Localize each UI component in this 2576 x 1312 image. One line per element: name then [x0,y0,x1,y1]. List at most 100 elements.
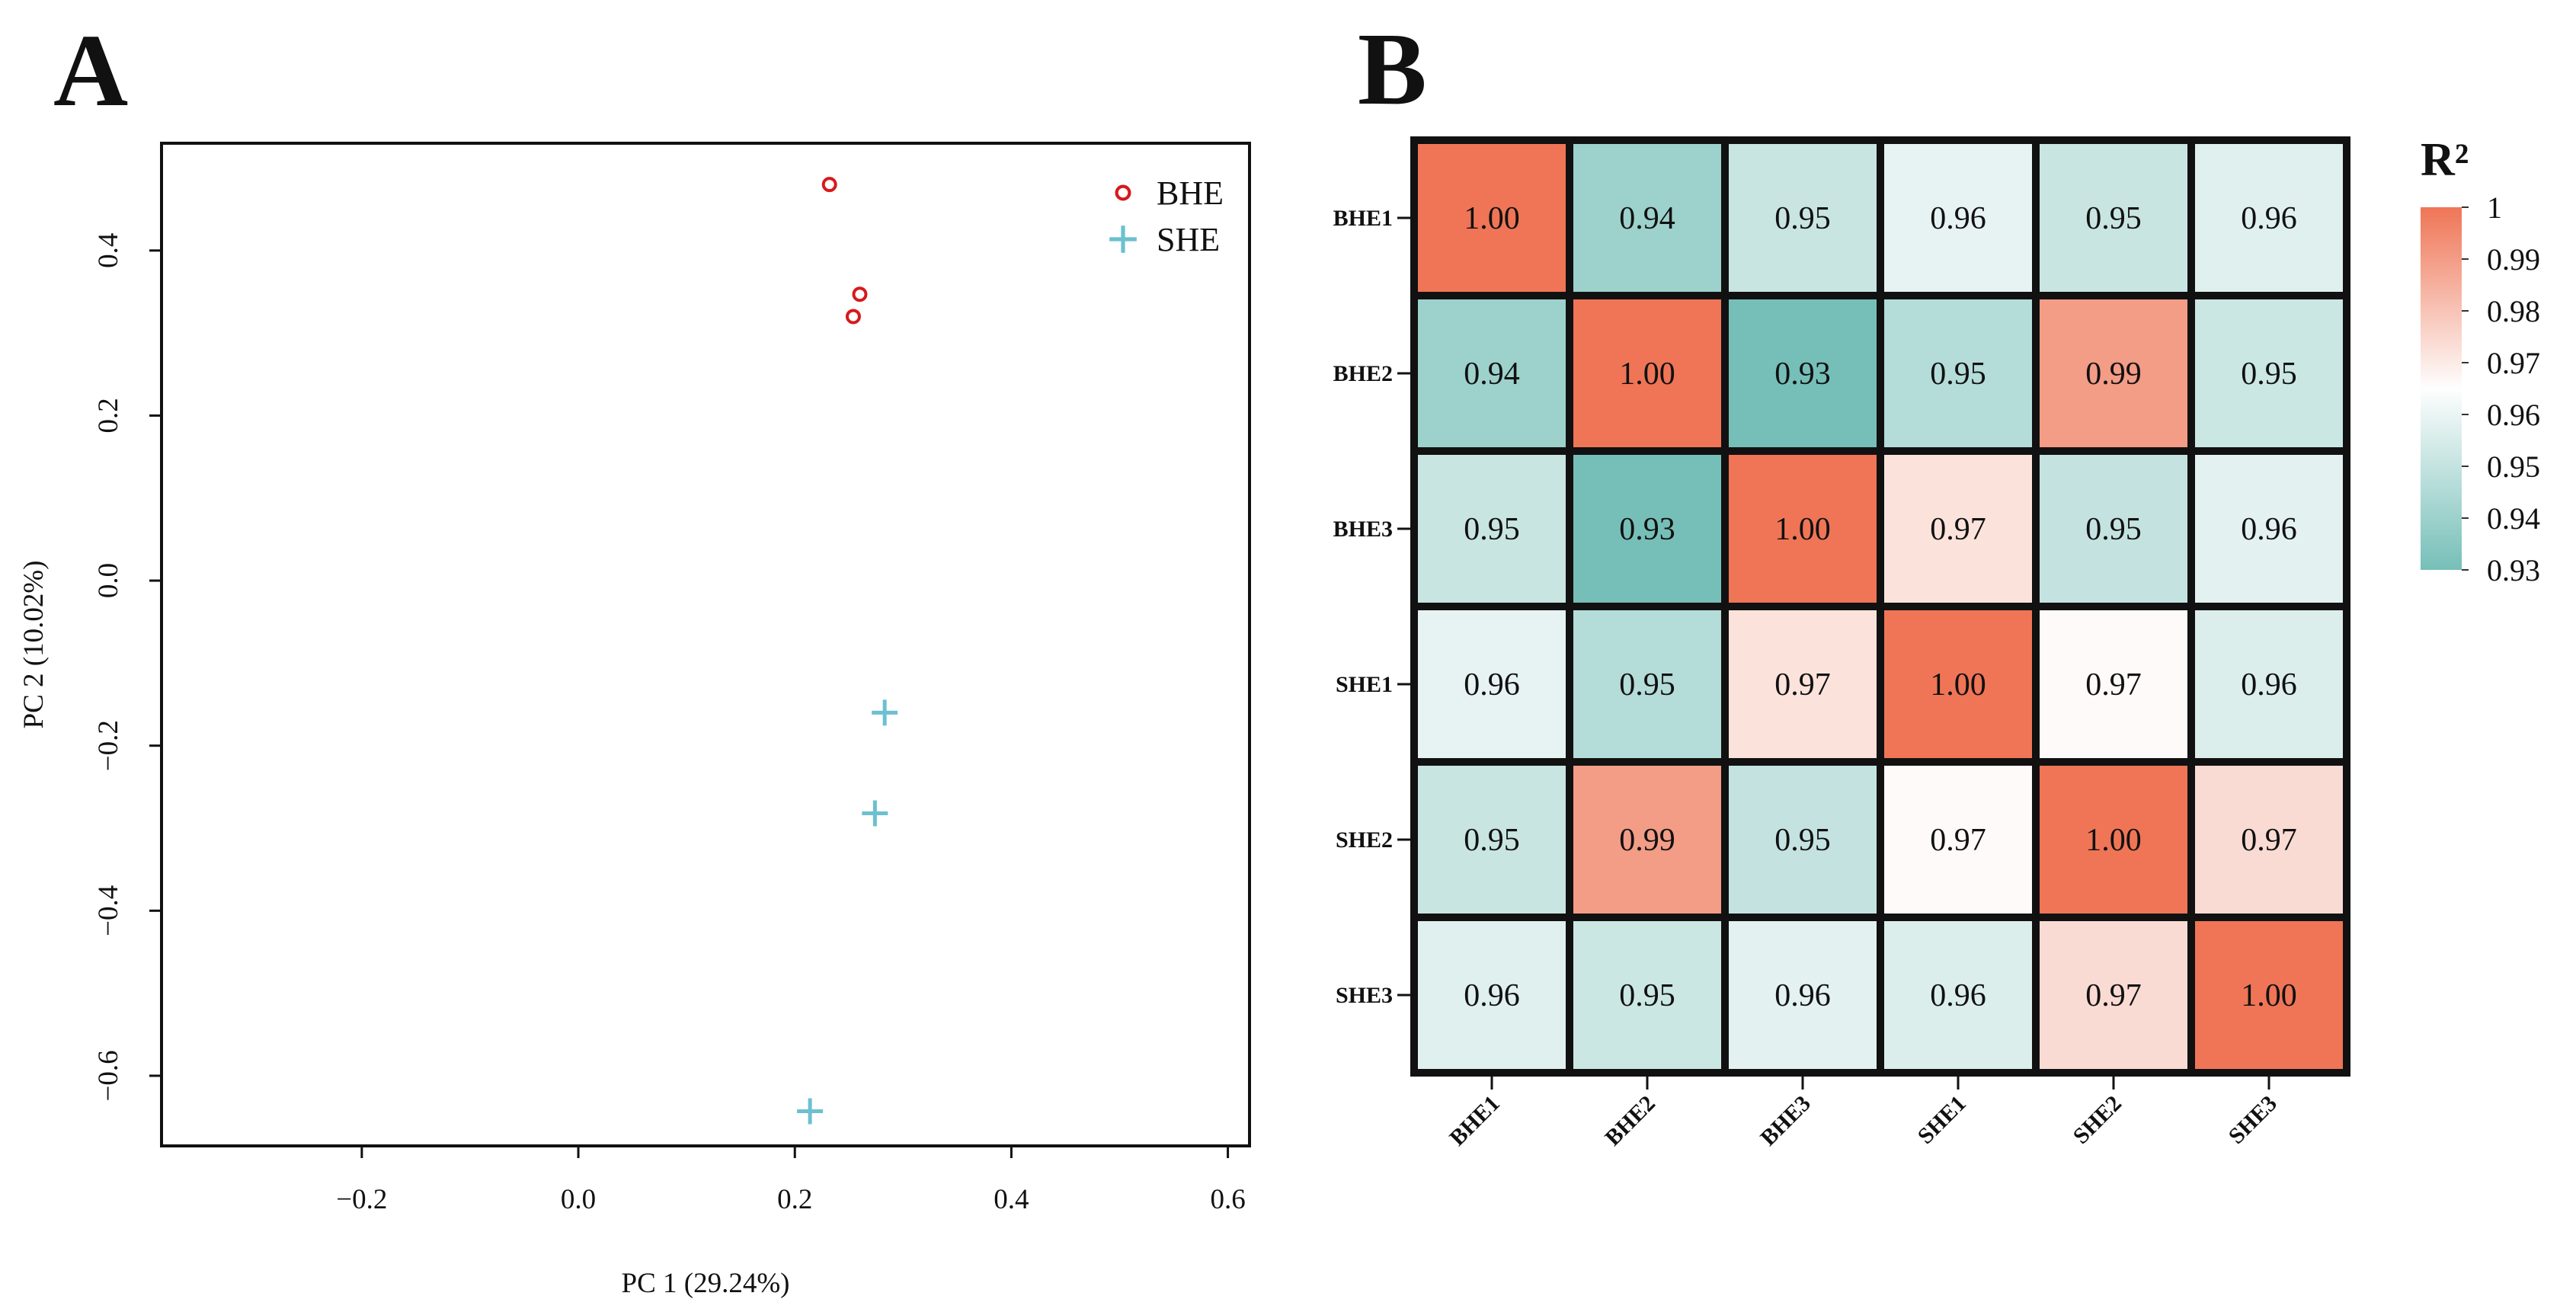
panel-a-letter: A [53,14,128,128]
heatmap-cell-fill [1418,921,1566,1069]
heatmap-cell: 0.96 [1418,921,1566,1069]
heatmap-cell-value: 0.96 [2241,512,2297,547]
heatmap-cell: 0.95 [1573,610,1721,758]
heatmap-cell: 0.95 [2040,455,2187,603]
heatmap-cell-fill [1418,299,1566,447]
bhe-point-marker [1115,184,1131,201]
colorbar-tick-label: 0.95 [2487,450,2540,484]
heatmap-cell-fill [1729,144,1877,292]
heatmap-cell-value: 0.96 [1930,978,1986,1013]
heatmap-cell: 0.96 [1729,921,1877,1069]
legend-entry-she: SHE [1109,221,1220,258]
heatmap-cell: 0.93 [1729,299,1877,447]
heatmap-cell-value: 0.94 [1619,201,1675,236]
heatmap-cell-value: 0.97 [1930,512,1986,547]
heatmap-cell-fill [1573,455,1721,603]
heatmap-cell: 0.99 [2040,299,2187,447]
heatmap-cell-value: 1.00 [2241,978,2297,1013]
y-tick-label: −0.6 [93,1050,124,1101]
heatmap-cell-value: 0.95 [1619,667,1675,702]
legend-label-bhe: BHE [1157,174,1224,212]
x-tick-label: 0.0 [561,1184,596,1215]
heatmap-row-label: BHE3 [1333,517,1393,542]
y-tick-label: 0.4 [93,233,124,268]
heatmap-cell-fill [2040,610,2187,758]
y-tick-label: −0.4 [93,885,124,936]
heatmap-cell-value: 0.96 [1774,978,1831,1013]
heatmap-cell: 0.93 [1573,455,1721,603]
legend-entry-bhe: BHE [1115,174,1224,212]
heatmap-cell-value: 0.93 [1774,357,1831,392]
heatmap-cell-fill [1573,921,1721,1069]
heatmap-column-label: SHE3 [2224,1091,2282,1149]
heatmap-cell-value: 0.97 [2085,667,2142,702]
pca-scatter-plot: −0.2 0.0 0.2 0.4 0.6 −0.6 −0.4 −0.2 0.0 0.2 0.4 P… [18,142,1251,1299]
heatmap-cell: 0.97 [2195,766,2343,914]
heatmap-cell-value: 0.96 [1464,978,1520,1013]
x-tick-label: 0.6 [1210,1184,1245,1215]
bhe-point-marker [821,177,837,193]
bhe-point [845,309,861,325]
colorbar-tick-label: 0.99 [2487,242,2540,277]
heatmap-cell: 0.94 [1418,299,1566,447]
heatmap-cell: 0.95 [1729,766,1877,914]
heatmap-cell-fill [1884,299,2032,447]
heatmap-cell-value: 0.93 [1619,512,1675,547]
bhe-point-marker [852,286,868,302]
heatmap-cell-value: 0.96 [1930,201,1986,236]
heatmap-cell: 0.95 [1418,455,1566,603]
heatmap-cell-value: 0.99 [2085,357,2142,392]
heatmap-cell-fill [1884,921,2032,1069]
heatmap-cell-value: 1.00 [1774,512,1831,547]
colorbar-tick-label: 0.94 [2487,501,2540,536]
heatmap-row-label: BHE2 [1333,361,1393,386]
colorbar-tick-label: 1 [2487,190,2502,225]
heatmap-cell-fill [2195,144,2343,292]
heatmap-cell-value: 1.00 [2085,823,2142,858]
heatmap-cell: 0.97 [2040,921,2187,1069]
heatmap-cell: 1.00 [2040,766,2187,914]
heatmap-cell: 0.94 [1573,144,1721,292]
heatmap-cell-fill [2040,299,2187,447]
heatmap-cell-fill [1573,610,1721,758]
heatmap-cell-value: 0.99 [1619,823,1675,858]
heatmap-cell-fill [2195,766,2343,914]
she-point [872,699,898,726]
heatmap-cell: 0.96 [1884,144,2032,292]
panel-b-letter: B [1358,12,1427,126]
heatmap-column-label: BHE2 [1600,1091,1660,1151]
x-axis-title: PC 1 (29.24%) [622,1268,790,1299]
heatmap-cell-value: 0.97 [2085,978,2142,1013]
heatmap-cell-value: 0.95 [1464,512,1520,547]
she-point [862,800,888,827]
heatmap-cell-fill [1418,610,1566,758]
heatmap-cell-fill [1729,610,1877,758]
bhe-point-marker [845,309,861,325]
scatter-points [797,177,898,1125]
heatmap-column-label: SHE2 [2069,1091,2126,1149]
heatmap-cell-value: 0.97 [1774,667,1831,702]
x-tick-label: 0.2 [777,1184,812,1215]
heatmap-cell: 1.00 [1884,610,2032,758]
x-tick-label: 0.4 [994,1184,1029,1215]
heatmap-cell-fill [1573,144,1721,292]
heatmap-cell-value: 0.96 [2241,667,2297,702]
heatmap-cell-fill [2040,766,2187,914]
colorbar-tick-label: 0.93 [2487,553,2540,587]
heatmap-cell: 0.97 [1729,610,1877,758]
heatmap-row-labels: BHE1 BHE2 BHE3 SHE1 SHE2 SHE3 [1333,206,1410,1008]
colorbar-tick-label: 0.98 [2487,294,2540,328]
y-tick-label: 0.0 [93,563,124,598]
heatmap-column-label: BHE1 [1445,1091,1505,1151]
heatmap-cell-fill [1729,299,1877,447]
colorbar-gradient [2421,207,2462,570]
heatmap-cell: 0.97 [1884,455,2032,603]
heatmap-cell-value: 0.95 [1774,201,1831,236]
y-axis-ticks: −0.6 −0.4 −0.2 0.0 0.2 0.4 [93,233,162,1101]
colorbar-tick-label: 0.96 [2487,398,2540,432]
heatmap-cell: 0.99 [1573,766,1721,914]
heatmap-cell-fill [2195,455,2343,603]
heatmap-cell-value: 0.97 [1930,823,1986,858]
heatmap-cell-value: 0.97 [2241,823,2297,858]
heatmap-cell-fill [2195,299,2343,447]
